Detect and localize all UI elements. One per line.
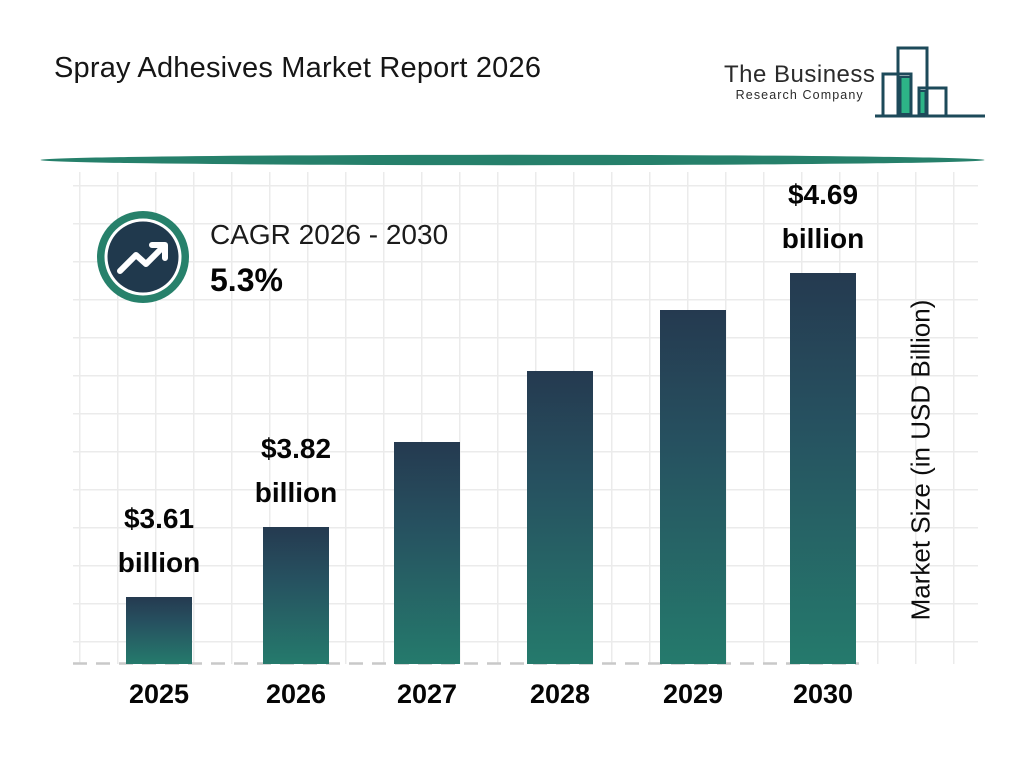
chart-baseline bbox=[73, 662, 859, 665]
x-tick-2030: 2030 bbox=[792, 679, 854, 709]
data-label-2030: $4.69 billion bbox=[781, 179, 865, 254]
company-logo: The Business Research Company bbox=[724, 38, 989, 122]
bar-2025 bbox=[126, 597, 192, 664]
report-title: Spray Adhesives Market Report 2026 bbox=[54, 52, 542, 84]
x-tick-2026: 2026 bbox=[265, 679, 327, 709]
data-label-2025: $3.61 billion bbox=[117, 503, 201, 578]
header-divider bbox=[40, 154, 985, 166]
logo-text: The Business Research Company bbox=[724, 61, 876, 103]
logo-bars-icon bbox=[875, 46, 986, 118]
x-tick-2025: 2025 bbox=[128, 679, 190, 709]
cagr-label: CAGR 2026 - 2030 bbox=[210, 219, 449, 250]
logo-name: The Business bbox=[724, 61, 876, 88]
bar-2030 bbox=[790, 273, 856, 664]
x-tick-2027: 2027 bbox=[396, 679, 458, 709]
y-axis-label: Market Size (in USD Billion) bbox=[905, 299, 936, 621]
bar-2026 bbox=[263, 527, 329, 664]
x-tick-2028: 2028 bbox=[529, 679, 591, 709]
bar-2028 bbox=[527, 371, 593, 664]
cagr-value: 5.3% bbox=[210, 262, 283, 298]
bar-2029 bbox=[660, 310, 726, 664]
bar-2027 bbox=[394, 442, 460, 664]
x-tick-2029: 2029 bbox=[662, 679, 724, 709]
trend-up-icon bbox=[97, 211, 189, 303]
logo-subtitle: Research Company bbox=[735, 88, 864, 102]
data-label-2026: $3.82 billion bbox=[254, 433, 338, 508]
